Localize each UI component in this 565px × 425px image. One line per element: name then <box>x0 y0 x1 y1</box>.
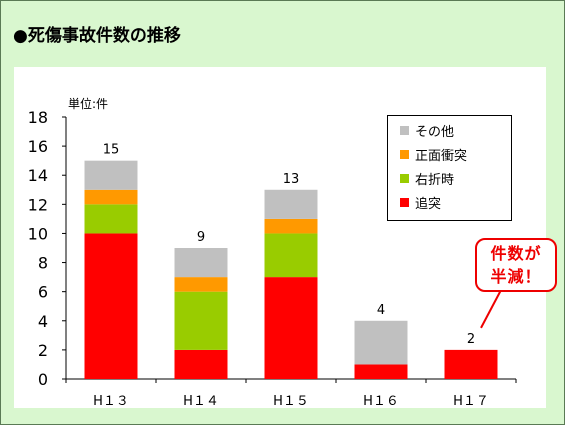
bar-segment <box>174 277 228 292</box>
legend-label: 追突 <box>415 196 442 212</box>
bar-segment <box>264 277 318 379</box>
legend-swatch <box>400 173 409 183</box>
legend-swatch <box>400 149 409 159</box>
y-tick-label: 4 <box>38 312 48 331</box>
x-tick-label: H１６ <box>363 394 399 409</box>
total-label: 9 <box>197 230 205 245</box>
legend-label: 右折時 <box>415 172 455 188</box>
y-tick-label: 10 <box>28 224 48 243</box>
legend: その他正面衝突右折時追突 <box>387 115 512 221</box>
callout-line-1: 件数が <box>490 244 542 263</box>
y-tick-label: 16 <box>28 137 48 156</box>
y-tick-label: 2 <box>38 341 48 360</box>
bar-segment <box>84 233 138 379</box>
bar-segment <box>354 364 408 379</box>
bar-segment <box>174 291 228 350</box>
legend-item: その他 <box>400 120 454 140</box>
total-label: 2 <box>467 332 475 347</box>
legend-label: 正面衝突 <box>415 148 468 164</box>
bar-segment <box>444 349 498 379</box>
y-tick-label: 12 <box>28 195 48 214</box>
legend-item: 追突 <box>400 192 441 212</box>
legend-swatch <box>400 197 409 207</box>
bar-segment <box>174 349 228 379</box>
bar-segment <box>84 204 138 234</box>
x-tick-label: H１４ <box>183 394 219 409</box>
legend-label: その他 <box>415 124 455 140</box>
bar-segment <box>84 160 138 190</box>
total-label: 13 <box>283 172 300 187</box>
bar-segment <box>84 189 138 205</box>
total-label: 4 <box>377 303 385 318</box>
y-tick-label: 8 <box>38 254 48 273</box>
y-tick-label: 0 <box>38 370 48 389</box>
callout-text: 件数が 半減！ <box>477 242 555 288</box>
legend-item: 正面衝突 <box>400 144 467 164</box>
chart-title: ●死傷事故件数の推移 <box>13 26 181 46</box>
callout-pointer <box>480 289 502 329</box>
unit-label: 単位:件 <box>68 97 109 111</box>
x-tick-label: H１７ <box>453 394 489 409</box>
legend-swatch <box>400 125 409 135</box>
x-tick-label: H１５ <box>273 394 309 409</box>
bar-segment <box>264 218 318 234</box>
y-tick-label: 18 <box>28 108 48 127</box>
bar-segment <box>174 248 228 278</box>
x-tick-label: H１３ <box>93 394 129 409</box>
bar-segment <box>354 320 408 365</box>
y-tick-label: 14 <box>28 166 48 185</box>
legend-item: 右折時 <box>400 168 454 188</box>
callout-line-2: 半減！ <box>490 267 542 286</box>
callout-box: 件数が 半減！ <box>475 238 557 292</box>
bar-segment <box>264 233 318 278</box>
y-tick-label: 6 <box>38 283 48 302</box>
total-label: 15 <box>103 143 120 158</box>
bar-segment <box>264 189 318 219</box>
